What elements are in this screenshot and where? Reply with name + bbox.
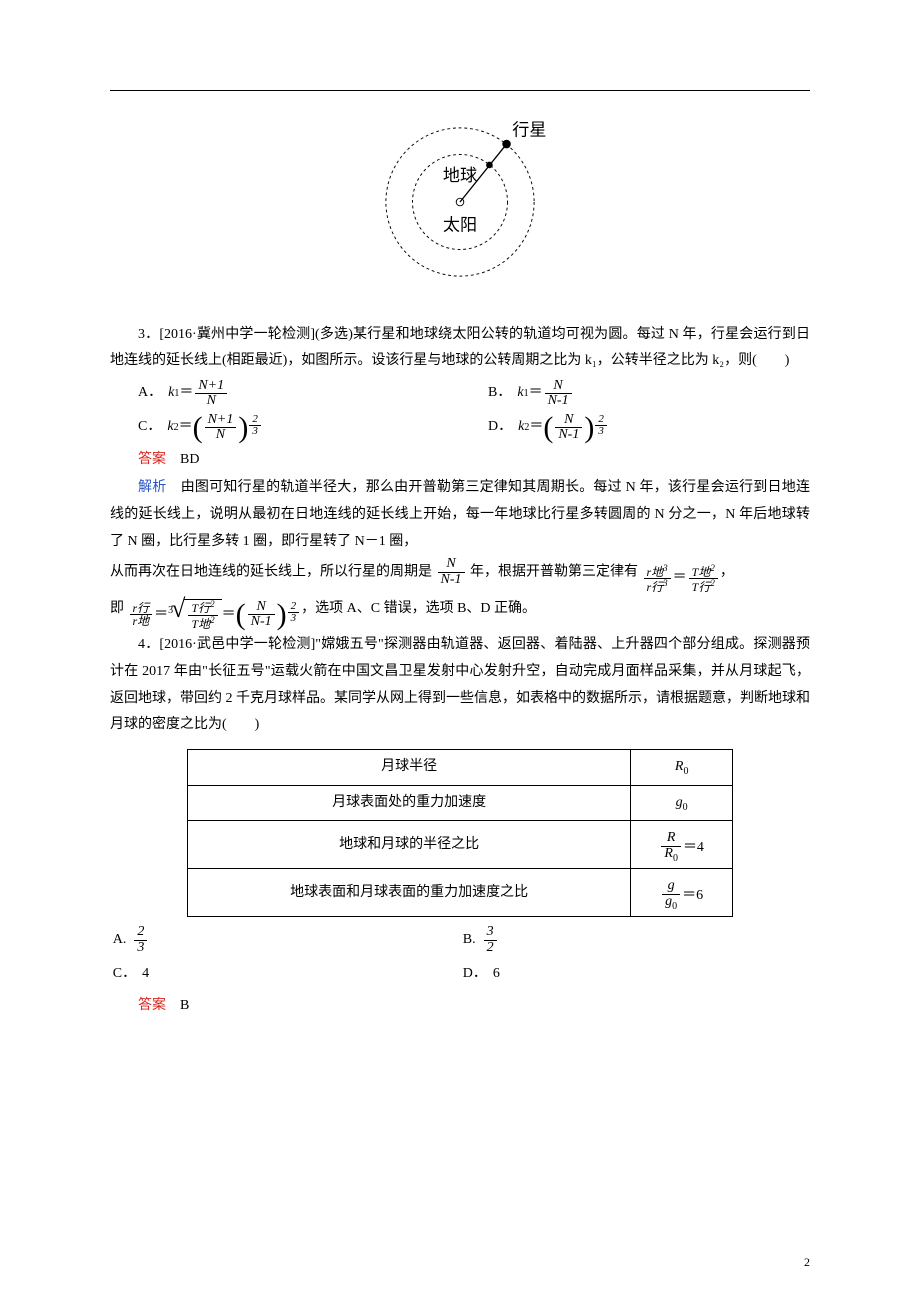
den: 3	[134, 940, 147, 956]
q3-analysis-3b: ，选项 A、C 错误，选项 B、D 正确。	[301, 601, 536, 616]
sub: 2	[524, 418, 529, 437]
num: N	[553, 378, 562, 393]
table-cell-name: 月球半径	[188, 749, 631, 785]
sub: 1	[524, 384, 529, 403]
table-row: 月球半径R0	[188, 749, 733, 785]
label-sun: 太阳	[443, 216, 477, 235]
q3-analysis-2a: 从而再次在日地连线的延长线上，所以行星的周期是	[110, 565, 432, 580]
sub: 1	[174, 384, 179, 403]
den: r地	[133, 614, 150, 628]
table-cell-name: 地球表面和月球表面的重力加速度之比	[188, 869, 631, 917]
pow-num: 2	[595, 414, 607, 426]
page-number: 2	[804, 1251, 810, 1274]
answer-label: 答案	[138, 998, 166, 1013]
q3-analysis-2b: 年，根据开普勒第三定律有	[470, 565, 638, 580]
num: r行	[133, 601, 150, 615]
den: N-1	[558, 427, 579, 442]
num: N	[564, 412, 573, 427]
sub: 2	[174, 418, 179, 437]
num: N+1	[208, 412, 234, 427]
label-earth: 地球	[443, 166, 477, 185]
table-row: 地球表面和月球表面的重力加速度之比gg0＝6	[188, 869, 733, 917]
num: 3	[484, 925, 497, 940]
q3-option-a: A． k1＝ N+1 N	[110, 377, 460, 411]
q4-option-c: C． 4	[110, 957, 460, 991]
q3-answer: BD	[180, 452, 199, 467]
q3-analysis-2: 从而再次在日地连线的延长线上，所以行星的周期是 N N-1 年，根据开普勒第三定…	[110, 557, 810, 594]
num: N	[446, 556, 455, 571]
q4-options: A. 2 3 B. 3 2 C． 4 D	[110, 923, 810, 991]
den: T地	[191, 617, 210, 631]
num: 2	[134, 925, 147, 940]
den: N	[207, 393, 216, 408]
q3-stem: 3．[2016·冀州中学一轮检测](多选)某行星和地球绕太阳公转的轨道均可视为圆…	[110, 322, 810, 375]
table-cell-value: RR0＝4	[631, 821, 733, 869]
pow-den: 3	[595, 425, 607, 438]
table-cell-name: 地球和月球的半径之比	[188, 821, 631, 869]
den: N-1	[251, 614, 272, 629]
header-rule	[110, 90, 810, 91]
q4-option-b: B. 3 2	[460, 923, 810, 957]
den: N-1	[441, 572, 462, 587]
den: N	[216, 427, 225, 442]
answer-label: 答案	[138, 452, 166, 467]
q3-analysis-3a: 即	[110, 601, 128, 616]
q4-option-d: D． 6	[460, 957, 810, 991]
q3-option-b: B． k1＝ N N-1	[460, 377, 810, 411]
q3-options: A． k1＝ N+1 N B． k1＝ N N-1	[110, 377, 810, 445]
pow-den: 3	[249, 425, 261, 438]
q4-answer-line: 答案 B	[110, 993, 810, 1020]
pow: 3	[663, 578, 668, 588]
table-row: 月球表面处的重力加速度g0	[188, 785, 733, 821]
q3-option-d: D． k2＝ ( N N-1 ) 2 3	[460, 411, 810, 445]
pow: 2	[710, 578, 715, 588]
pow-num: 2	[249, 414, 261, 426]
q3-option-c: C． k2＝ ( N+1 N ) 2 3	[110, 411, 460, 445]
table-cell-value: gg0＝6	[631, 869, 733, 917]
label-planet: 行星	[512, 121, 546, 140]
q3-analysis-text-1: 由图可知行星的轨道半径大，那么由开普勒第三定律知其周期长。每过 N 年，该行星会…	[110, 480, 810, 548]
q4-option-a: A. 2 3	[110, 923, 460, 957]
q4-stem: 4．[2016·武邑中学一轮检测]"嫦娥五号"探测器由轨道器、返回器、着陆器、上…	[110, 632, 810, 738]
pow: 2	[210, 615, 215, 625]
q3-answer-line: 答案 BD	[110, 447, 810, 474]
table-cell-value: R0	[631, 749, 733, 785]
den: 2	[484, 940, 497, 956]
opt-text: 6	[493, 961, 500, 988]
pow: 2	[210, 599, 215, 609]
den: N-1	[548, 393, 569, 408]
num: T行	[191, 601, 210, 615]
num: r地	[647, 565, 664, 579]
num: N+1	[198, 378, 224, 393]
pow: 3	[663, 563, 668, 573]
table-cell-name: 月球表面处的重力加速度	[188, 785, 631, 821]
comma: ，	[720, 565, 734, 580]
q3-analysis-3: 即 r行 r地 ＝ 3 √ T行2 T地2 ＝ (	[110, 596, 810, 631]
num: T地	[692, 565, 711, 579]
pow: 2	[710, 563, 715, 573]
den: r行	[647, 580, 664, 594]
opt-text: 4	[142, 961, 149, 988]
table-row: 地球和月球的半径之比RR0＝4	[188, 821, 733, 869]
orbit-diagram: 行星 地球 太阳	[110, 107, 810, 308]
pow-num: 2	[288, 601, 300, 613]
q4-answer: B	[180, 998, 189, 1013]
analysis-label: 解析	[138, 480, 166, 495]
table-cell-value: g0	[631, 785, 733, 821]
den: T行	[692, 580, 711, 594]
pow-den: 3	[288, 612, 300, 625]
q4-data-table: 月球半径R0月球表面处的重力加速度g0地球和月球的半径之比RR0＝4地球表面和月…	[187, 749, 733, 918]
q3-analysis-1: 解析 由图可知行星的轨道半径大，那么由开普勒第三定律知其周期长。每过 N 年，该…	[110, 475, 810, 555]
num: N	[256, 599, 265, 614]
